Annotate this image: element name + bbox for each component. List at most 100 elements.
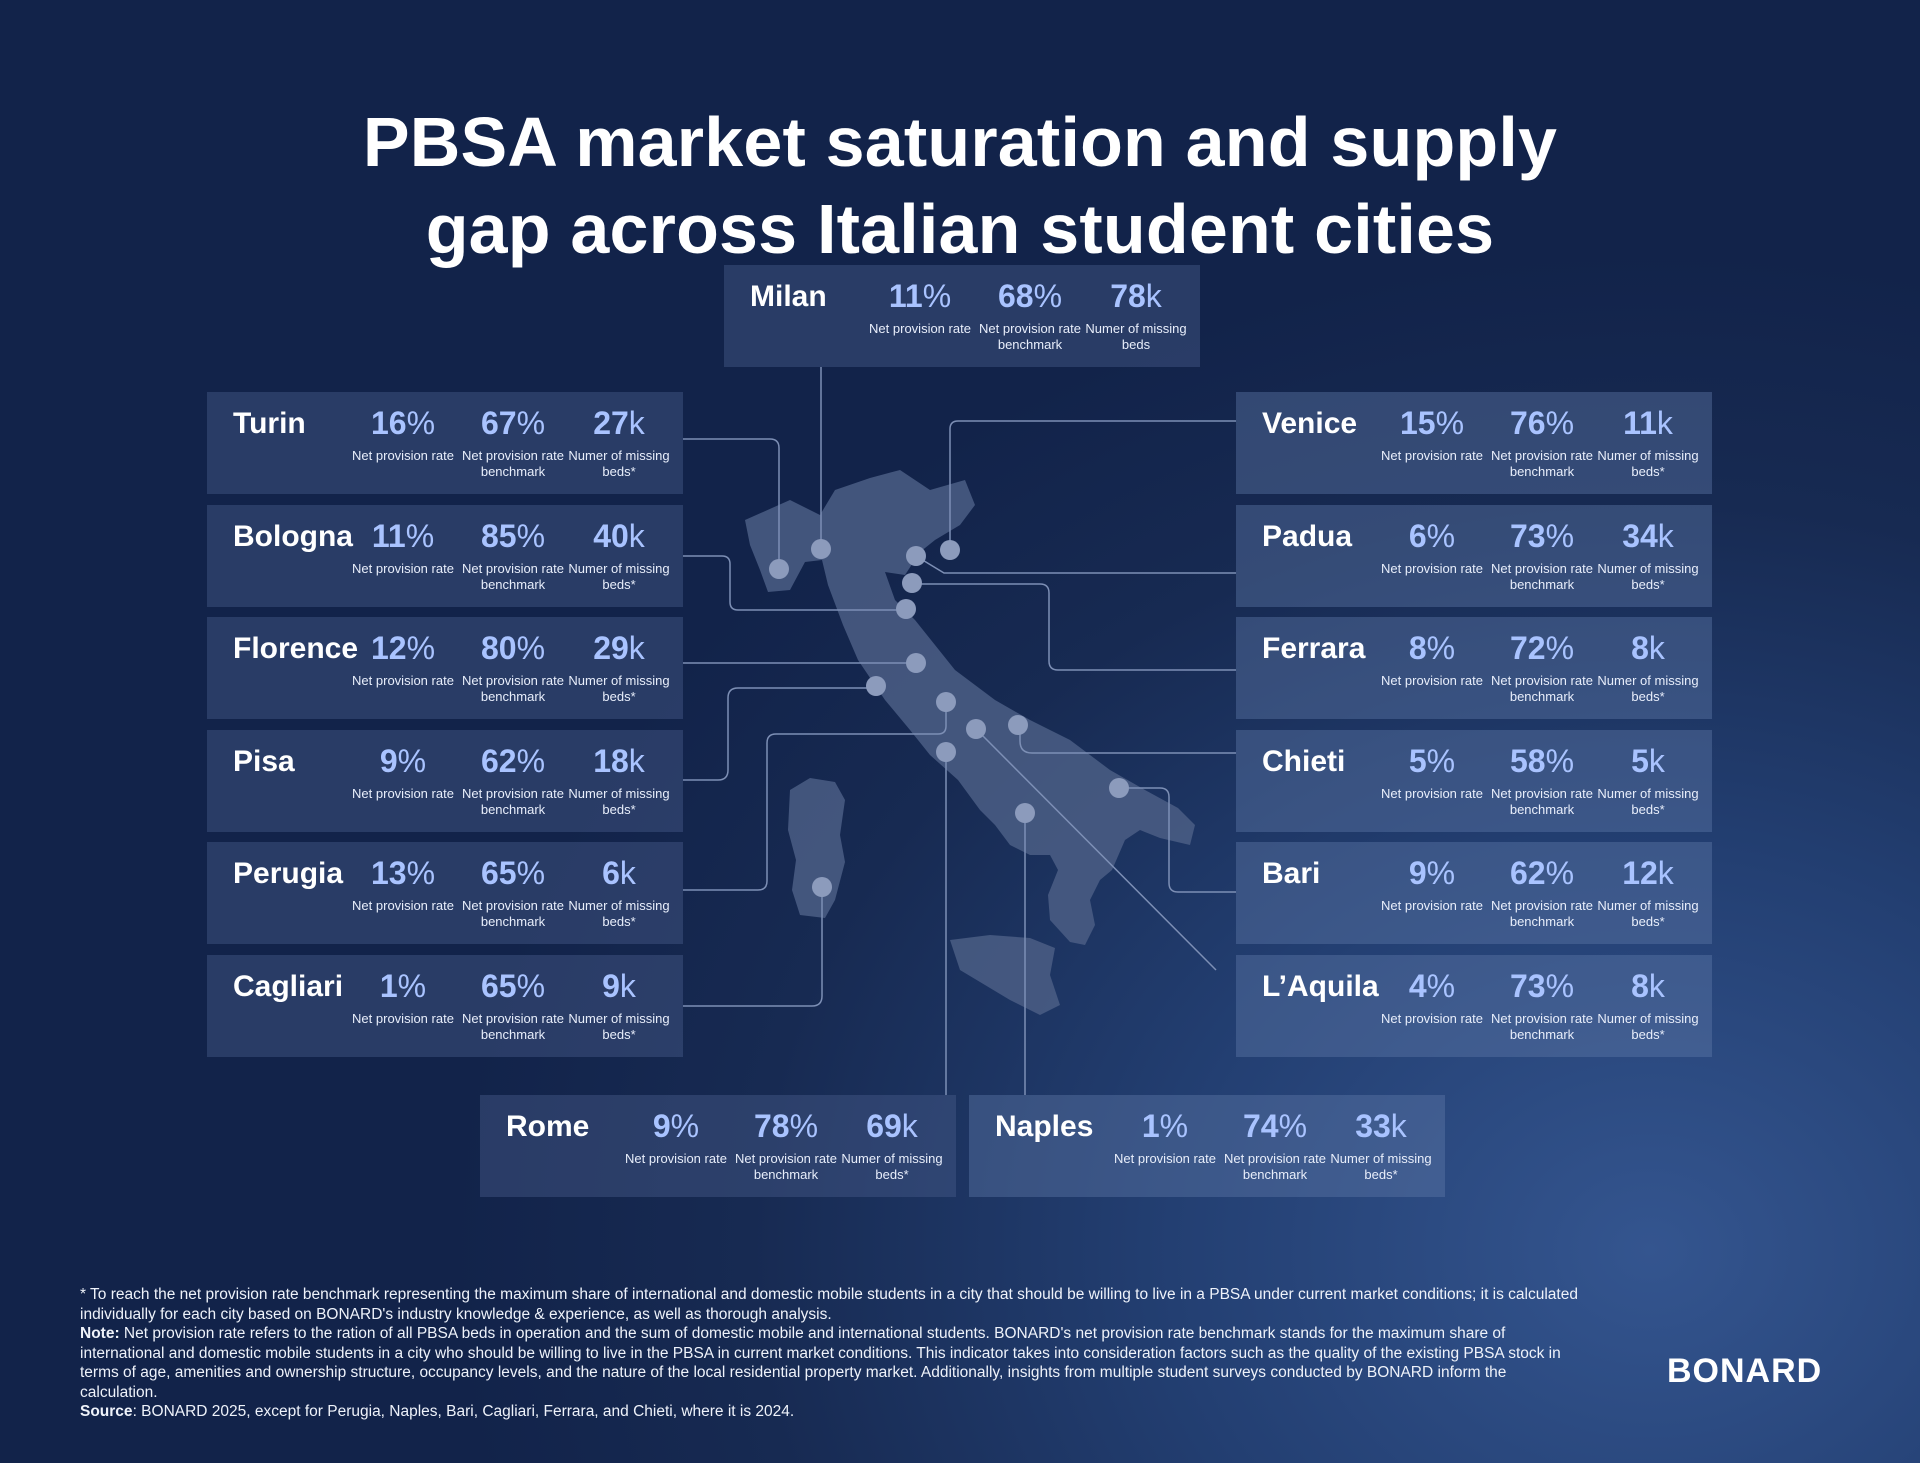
benchmark-rate-label: Net provision rate benchmark	[462, 786, 564, 817]
city-card-turin: Turin 16% Net provision rate 67% Net provisi…	[207, 392, 683, 494]
city-name: Ferrara	[1262, 632, 1366, 665]
benchmark-rate-label: Net provision rate benchmark	[1491, 898, 1593, 929]
net-provision-rate-number: 1	[1141, 1108, 1160, 1144]
net-provision-rate: 16% Net provision rate	[347, 404, 459, 464]
missing-beds-value: 9k	[563, 967, 675, 1005]
city-dot-perugia	[936, 692, 956, 712]
net-provision-rate-unit: %	[1159, 1108, 1189, 1144]
net-provision-rate: 1% Net provision rate	[1109, 1107, 1221, 1167]
leader-line-bari	[1119, 787, 1236, 893]
benchmark-rate-unit: %	[1545, 405, 1575, 441]
city-card-venice: Venice 15% Net provision rate 76% Net provis…	[1236, 392, 1712, 494]
leader-lines	[683, 367, 1236, 1095]
missing-beds-label: Numer of missing beds*	[568, 673, 670, 704]
mainland-italy-shape	[745, 470, 1195, 945]
missing-beds-number: 8	[1631, 630, 1649, 666]
city-dot-bologna	[896, 599, 916, 619]
net-provision-rate-unit: %	[922, 278, 952, 314]
net-provision-rate: 6% Net provision rate	[1376, 517, 1488, 577]
benchmark-rate: 73% Net provision rate benchmark	[1486, 517, 1598, 593]
net-provision-rate-value: 11%	[864, 277, 976, 315]
benchmark-rate-unit: %	[516, 855, 546, 891]
missing-beds-number: 78	[1110, 278, 1146, 314]
benchmark-rate-number: 73	[1509, 518, 1546, 554]
benchmark-rate-unit: %	[1545, 630, 1575, 666]
missing-beds-unit: k	[1656, 405, 1673, 441]
missing-beds-unit: k	[628, 518, 645, 554]
benchmark-rate-number: 76	[1509, 405, 1546, 441]
missing-beds-unit: k	[1648, 630, 1665, 666]
missing-beds-value: 33k	[1325, 1107, 1437, 1145]
net-provision-rate-unit: %	[1426, 968, 1456, 1004]
city-dot-venice	[940, 540, 960, 560]
net-provision-rate-unit: %	[1435, 405, 1465, 441]
missing-beds-number: 6	[602, 855, 620, 891]
missing-beds-number: 33	[1355, 1108, 1391, 1144]
net-provision-rate-value: 4%	[1376, 967, 1488, 1005]
benchmark-rate-value: 74%	[1219, 1107, 1331, 1145]
missing-beds: 8k Numer of missing beds*	[1592, 967, 1704, 1043]
missing-beds-value: 18k	[563, 742, 675, 780]
missing-beds-label: Numer of missing beds	[1085, 321, 1187, 352]
missing-beds: 29k Numer of missing beds*	[563, 629, 675, 705]
missing-beds-number: 9	[602, 968, 620, 1004]
benchmark-rate-number: 74	[1242, 1108, 1279, 1144]
missing-beds-number: 69	[866, 1108, 902, 1144]
net-provision-rate-number: 1	[379, 968, 398, 1004]
benchmark-rate-value: 58%	[1486, 742, 1598, 780]
city-card-milan: Milan 11% Net provision rate 68% Net provisi…	[724, 265, 1200, 367]
benchmark-rate-number: 68	[997, 278, 1034, 314]
net-provision-rate-label: Net provision rate	[1114, 1151, 1216, 1166]
city-card-pisa: Pisa 9% Net provision rate 62% Net provision…	[207, 730, 683, 832]
net-provision-rate-label: Net provision rate	[1381, 561, 1483, 576]
missing-beds-value: 69k	[836, 1107, 948, 1145]
city-card-naples: Naples 1% Net provision rate 74% Net provisi…	[969, 1095, 1445, 1197]
net-provision-rate: 9% Net provision rate	[347, 742, 459, 802]
missing-beds: 11k Numer of missing beds*	[1592, 404, 1704, 480]
benchmark-rate-unit: %	[516, 743, 546, 779]
missing-beds: 78k Numer of missing beds	[1080, 277, 1192, 353]
leader-line-ferrara	[912, 583, 1236, 671]
missing-beds-number: 27	[593, 405, 629, 441]
city-card-perugia: Perugia 13% Net provision rate 65% Net provi…	[207, 842, 683, 944]
city-name: Rome	[506, 1110, 590, 1143]
benchmark-rate-unit: %	[516, 518, 546, 554]
missing-beds-number: 12	[1622, 855, 1658, 891]
missing-beds-label: Numer of missing beds*	[1597, 448, 1699, 479]
net-provision-rate-label: Net provision rate	[352, 1011, 454, 1026]
missing-beds-value: 40k	[563, 517, 675, 555]
net-provision-rate-label: Net provision rate	[869, 321, 971, 336]
net-provision-rate-value: 5%	[1376, 742, 1488, 780]
net-provision-rate-value: 11%	[347, 517, 459, 555]
net-provision-rate-label: Net provision rate	[1381, 1011, 1483, 1026]
missing-beds-value: 29k	[563, 629, 675, 667]
net-provision-rate-unit: %	[1426, 518, 1456, 554]
benchmark-rate-value: 67%	[457, 404, 569, 442]
benchmark-rate-unit: %	[1545, 855, 1575, 891]
benchmark-rate-unit: %	[516, 968, 546, 1004]
net-provision-rate-number: 8	[1408, 630, 1427, 666]
benchmark-rate: 72% Net provision rate benchmark	[1486, 629, 1598, 705]
city-name: Bari	[1262, 857, 1321, 890]
sicily-shape	[950, 935, 1060, 1015]
missing-beds: 8k Numer of missing beds*	[1592, 629, 1704, 705]
net-provision-rate: 11% Net provision rate	[347, 517, 459, 577]
benchmark-rate-label: Net provision rate benchmark	[1491, 561, 1593, 592]
city-name: Bologna	[233, 520, 353, 553]
net-provision-rate-value: 9%	[347, 742, 459, 780]
benchmark-rate-label: Net provision rate benchmark	[462, 673, 564, 704]
city-dot-padua	[906, 546, 926, 566]
net-provision-rate-unit: %	[1426, 743, 1456, 779]
note-label: Note:	[80, 1325, 120, 1342]
benchmark-rate: 76% Net provision rate benchmark	[1486, 404, 1598, 480]
net-provision-rate-number: 4	[1408, 968, 1427, 1004]
missing-beds: 12k Numer of missing beds*	[1592, 854, 1704, 930]
missing-beds-unit: k	[628, 405, 645, 441]
missing-beds-label: Numer of missing beds*	[1597, 673, 1699, 704]
net-provision-rate-unit: %	[1426, 630, 1456, 666]
missing-beds-unit: k	[1648, 968, 1665, 1004]
benchmark-rate-label: Net provision rate benchmark	[462, 561, 564, 592]
missing-beds-value: 11k	[1592, 404, 1704, 442]
net-provision-rate-value: 13%	[347, 854, 459, 892]
